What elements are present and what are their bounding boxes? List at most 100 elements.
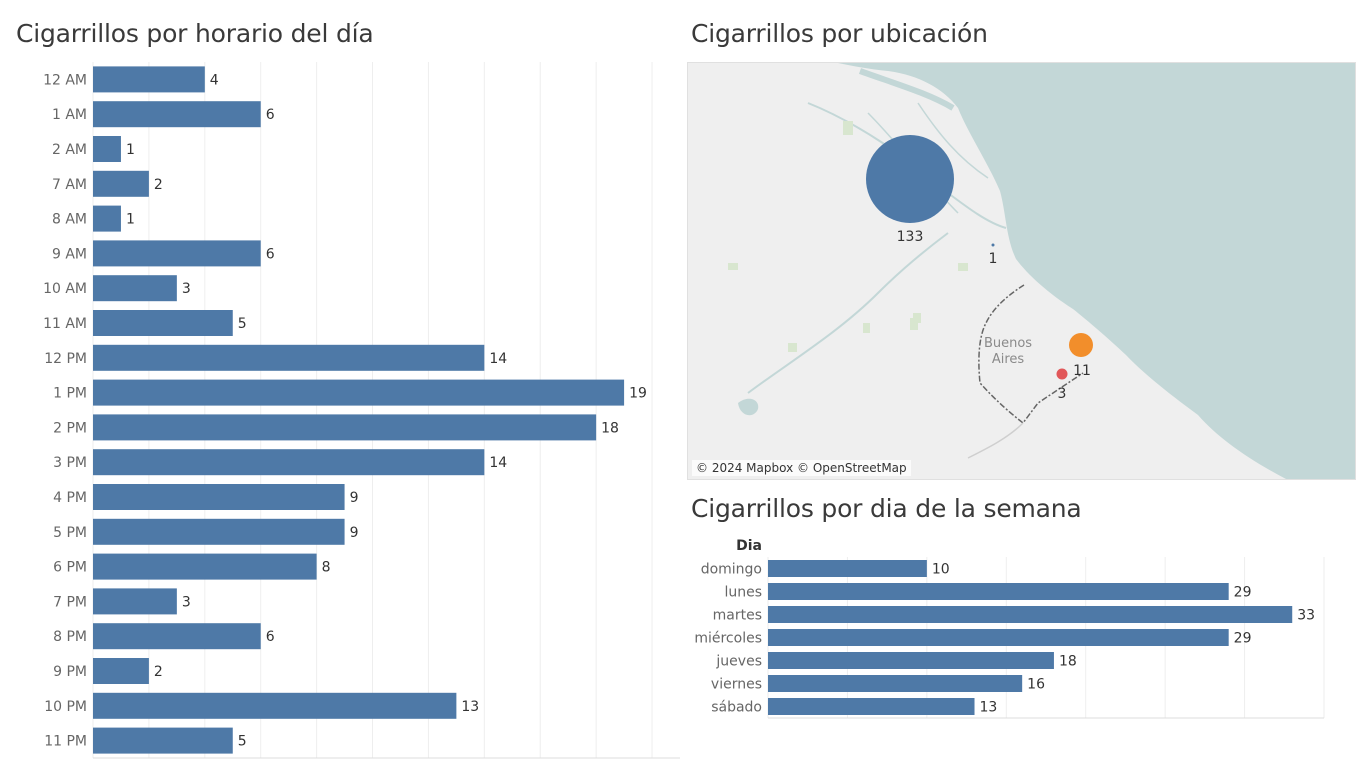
bar[interactable] [93, 240, 261, 267]
marker-orange[interactable] [1069, 333, 1093, 357]
value-label: 1 [126, 212, 135, 228]
bar[interactable] [768, 652, 1054, 669]
park [958, 263, 968, 271]
city-boundary [978, 284, 1084, 425]
category-label: 1 PM [53, 386, 87, 402]
bar[interactable] [93, 588, 177, 615]
bar[interactable] [93, 275, 177, 302]
bar[interactable] [768, 629, 1229, 646]
value-label: 16 [1027, 677, 1045, 693]
value-label: 10 [932, 562, 950, 578]
category-label: martes [713, 608, 762, 624]
category-label: lunes [724, 585, 762, 601]
category-label: 9 AM [52, 246, 87, 262]
bar[interactable] [93, 623, 261, 650]
value-label: 14 [489, 455, 507, 471]
bar[interactable] [93, 66, 205, 93]
value-label: 9 [350, 525, 359, 541]
marker-large-label: 133 [897, 229, 924, 245]
category-label: viernes [711, 677, 762, 693]
bar[interactable] [93, 727, 233, 754]
category-label: 6 PM [53, 560, 87, 576]
bar[interactable] [93, 205, 121, 232]
category-label: 8 AM [52, 212, 87, 228]
location-map-title: Cigarrillos por ubicación [691, 19, 988, 48]
category-label: 3 PM [53, 455, 87, 471]
park [910, 318, 918, 330]
category-label: 10 AM [43, 281, 87, 297]
value-label: 18 [1059, 654, 1077, 670]
value-label: 3 [182, 594, 191, 610]
marker-tiny[interactable] [991, 243, 995, 247]
value-label: 14 [489, 351, 507, 367]
marker-tiny-label: 1 [989, 251, 998, 267]
category-label: 11 PM [44, 734, 87, 750]
bar[interactable] [93, 379, 625, 406]
hour-bar-chart[interactable]: 12 AM 4 1 AM 6 2 AM 1 7 AM 2 8 AM 1 9 AM 6 10 AM 3 11 … [0, 60, 680, 764]
category-label: domingo [701, 562, 762, 578]
bar[interactable] [768, 698, 975, 715]
park [843, 121, 853, 135]
category-label: 7 AM [52, 177, 87, 193]
road [967, 422, 1024, 459]
category-label: 12 PM [44, 351, 87, 367]
value-label: 2 [154, 177, 163, 193]
category-label: 8 PM [53, 629, 87, 645]
map-canvas[interactable]: Buenos Aires 133 1 11 3 [688, 63, 1355, 479]
hour-chart-title: Cigarrillos por horario del día [16, 19, 374, 48]
park [788, 343, 797, 352]
bar[interactable] [768, 675, 1023, 692]
marker-red[interactable] [1056, 368, 1068, 380]
bar[interactable] [93, 414, 597, 441]
category-label: 10 PM [44, 699, 87, 715]
category-header: Dia [736, 538, 762, 554]
value-label: 8 [322, 560, 331, 576]
value-label: 6 [266, 107, 275, 123]
bar[interactable] [93, 518, 345, 545]
bar[interactable] [93, 658, 149, 684]
bar[interactable] [93, 101, 261, 128]
location-map[interactable]: Buenos Aires 133 1 11 3 © 2024 Mapbox © … [687, 62, 1356, 480]
bar[interactable] [93, 136, 121, 162]
lagoon [738, 398, 759, 416]
bar[interactable] [93, 553, 317, 580]
bar[interactable] [93, 344, 485, 371]
weekday-bar-chart[interactable]: Dia domingo 10 lunes 29 martes 33 miércoles 29 ju… [686, 532, 1356, 722]
bar[interactable] [93, 170, 149, 197]
value-label: 18 [601, 420, 619, 436]
park [863, 323, 870, 333]
value-label: 2 [154, 664, 163, 680]
marker-large[interactable] [866, 135, 954, 223]
value-label: 13 [461, 699, 479, 715]
weekday-chart-title: Cigarrillos por dia de la semana [691, 494, 1082, 523]
value-label: 29 [1234, 631, 1252, 647]
value-label: 6 [266, 629, 275, 645]
value-label: 13 [980, 700, 998, 716]
delta-channel [858, 68, 955, 111]
value-label: 4 [210, 72, 219, 88]
category-label: 4 PM [53, 490, 87, 506]
delta-channel [917, 102, 989, 179]
marker-red-label: 3 [1058, 386, 1067, 402]
city-label: Buenos [984, 336, 1032, 351]
category-label: 11 AM [43, 316, 87, 332]
map-attribution: © 2024 Mapbox © OpenStreetMap [692, 460, 911, 476]
category-label: 5 PM [53, 525, 87, 541]
river [747, 232, 949, 394]
value-label: 29 [1234, 585, 1252, 601]
bar[interactable] [93, 449, 485, 476]
bar[interactable] [768, 606, 1293, 623]
city-label: Aires [992, 352, 1025, 367]
bar[interactable] [93, 484, 345, 510]
value-label: 1 [126, 142, 135, 158]
river-plate-water [838, 63, 1355, 479]
category-label: 2 AM [52, 142, 87, 158]
value-label: 19 [629, 386, 647, 402]
category-label: jueves [715, 654, 762, 670]
category-label: 1 AM [52, 107, 87, 123]
value-label: 3 [182, 281, 191, 297]
bar[interactable] [93, 310, 233, 336]
bar[interactable] [93, 692, 457, 719]
bar[interactable] [768, 583, 1229, 600]
bar[interactable] [768, 560, 927, 577]
